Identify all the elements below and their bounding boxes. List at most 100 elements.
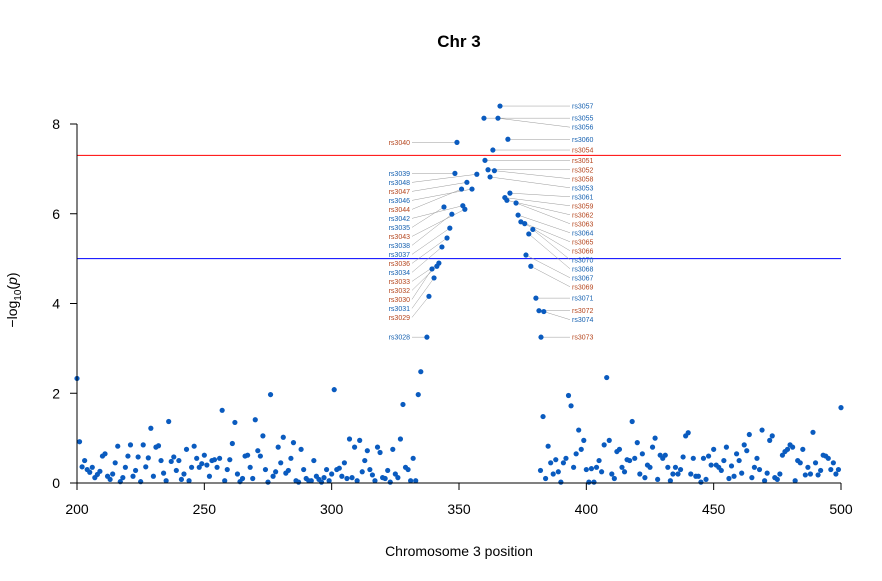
snp-leader-line <box>530 266 571 287</box>
data-point <box>665 464 671 470</box>
y-label-var: p <box>4 277 20 286</box>
snp-leader-line <box>411 227 450 255</box>
data-point <box>285 467 291 474</box>
data-point <box>102 451 108 457</box>
data-point <box>349 475 355 481</box>
x-tick-label: 350 <box>447 501 471 517</box>
y-label-prefix: −log <box>4 301 20 328</box>
data-point <box>130 473 136 479</box>
snp-label: rs3052 <box>572 167 594 174</box>
data-point <box>680 454 686 460</box>
data-point <box>321 475 327 481</box>
data-point <box>290 440 297 446</box>
data-point <box>311 457 317 464</box>
data-point <box>583 466 589 473</box>
snp-label: rs3047 <box>389 189 411 196</box>
snp-point <box>523 252 529 258</box>
data-point <box>107 476 113 483</box>
data-point <box>637 471 643 477</box>
data-point <box>374 444 381 450</box>
data-point <box>405 466 411 473</box>
data-point <box>810 429 816 435</box>
data-point <box>382 475 388 482</box>
snp-point <box>487 174 493 180</box>
x-tick-label: 450 <box>702 501 726 517</box>
data-point <box>744 448 750 454</box>
data-point <box>387 479 393 485</box>
data-point <box>204 462 210 468</box>
data-point <box>830 460 836 466</box>
snp-leader-line <box>411 174 477 183</box>
data-point <box>591 479 597 485</box>
data-point <box>573 451 579 457</box>
snp-leader-line <box>494 170 571 180</box>
data-point <box>606 437 612 443</box>
data-point <box>560 460 567 466</box>
data-point <box>171 454 177 460</box>
data-point <box>158 457 164 464</box>
data-point <box>739 470 745 476</box>
data-point <box>565 392 572 399</box>
data-point <box>578 446 584 452</box>
data-point <box>777 471 783 477</box>
data-point <box>76 439 83 445</box>
snp-leader-line <box>490 176 571 189</box>
data-point <box>415 391 421 398</box>
data-point <box>767 437 773 443</box>
snp-label: rs3069 <box>572 284 594 291</box>
data-point <box>87 469 93 475</box>
y-tick-label: 8 <box>52 116 60 132</box>
data-point <box>189 464 195 470</box>
snp-point <box>515 212 521 218</box>
data-point <box>211 457 218 463</box>
snp-leader-line <box>411 268 433 300</box>
data-point <box>247 464 253 470</box>
snp-label: rs3042 <box>389 216 411 223</box>
snp-label: rs3037 <box>389 252 411 259</box>
data-point <box>723 444 730 450</box>
snp-label: rs3057 <box>572 104 594 111</box>
data-point <box>377 449 383 456</box>
snp-label: rs3062 <box>572 212 594 219</box>
snp-point <box>522 221 528 227</box>
snp-label: rs3073 <box>572 335 594 342</box>
data-point <box>754 455 760 461</box>
snp-label: rs3063 <box>572 221 594 228</box>
data-point <box>392 471 398 477</box>
data-point <box>295 479 302 485</box>
snp-leader-line <box>532 229 571 260</box>
data-point <box>245 452 251 458</box>
data-point <box>400 401 406 408</box>
data-point <box>397 436 404 442</box>
data-point <box>362 457 368 464</box>
snp-label: rs3064 <box>572 230 594 237</box>
snp-leader-line <box>504 197 571 207</box>
data-point <box>168 458 174 465</box>
data-point <box>652 435 658 441</box>
data-point <box>418 369 424 375</box>
snp-label: rs3038 <box>389 243 411 250</box>
data-point <box>604 374 610 381</box>
data-point <box>700 455 707 461</box>
snp-label: rs3051 <box>572 158 594 165</box>
data-point <box>367 466 373 473</box>
data-point <box>779 452 786 458</box>
snp-point <box>424 334 430 340</box>
snp-leader-line <box>543 311 571 320</box>
data-point <box>708 462 714 468</box>
data-point <box>621 469 628 475</box>
data-point <box>229 440 235 447</box>
data-point <box>196 464 202 470</box>
snp-leader-line <box>518 214 571 234</box>
snp-leader-line <box>411 296 430 318</box>
data-point <box>581 437 587 443</box>
snp-label: rs3065 <box>572 239 594 246</box>
data-point <box>273 469 279 475</box>
snp-point <box>526 231 532 237</box>
data-point <box>166 418 172 425</box>
data-point <box>769 433 775 439</box>
snp-point <box>474 171 480 177</box>
snp-leader-line <box>411 246 443 273</box>
data-point <box>601 442 607 448</box>
snp-point <box>482 157 488 163</box>
